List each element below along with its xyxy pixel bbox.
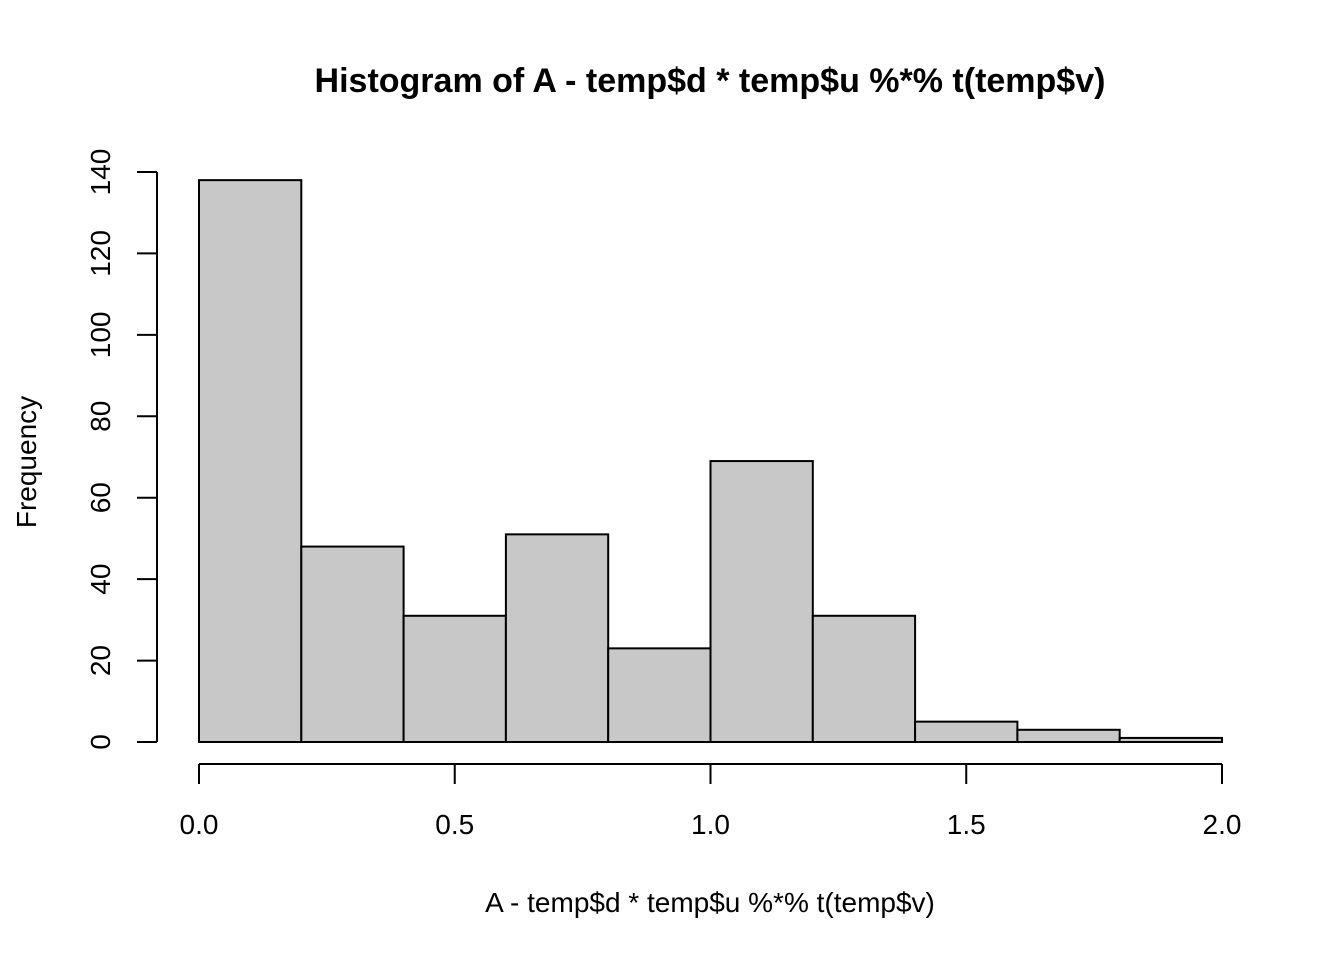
y-tick-label: 20 xyxy=(85,645,116,676)
y-axis-label: Frequency xyxy=(11,396,42,528)
x-axis: 0.0 0.5 1.0 1.5 2.0 xyxy=(180,763,1242,840)
histogram-bar-7 xyxy=(811,614,917,743)
y-tick-label: 120 xyxy=(85,230,116,277)
y-tick-label: 0 xyxy=(85,734,116,750)
histogram-bar-1 xyxy=(198,179,303,743)
y-tick-label: 140 xyxy=(85,149,116,196)
y-tick-label: 60 xyxy=(85,482,116,513)
y-tick-label: 100 xyxy=(85,311,116,358)
y-axis: 0 20 40 60 80 100 120 140 xyxy=(85,149,158,750)
y-tick-label: 80 xyxy=(85,401,116,432)
y-tick-label: 40 xyxy=(85,564,116,595)
x-tick-label: 1.0 xyxy=(691,809,730,840)
bars-group xyxy=(198,179,1223,744)
chart-title: Histogram of A - temp$d * temp$u %*% t(t… xyxy=(315,62,1106,100)
histogram-bar-8 xyxy=(914,720,1019,744)
histogram-bar-6 xyxy=(709,460,814,743)
histogram-bar-5 xyxy=(607,647,712,743)
histogram-bar-2 xyxy=(300,545,405,743)
histogram-bar-10 xyxy=(1118,736,1223,744)
x-tick-label: 0.0 xyxy=(180,809,219,840)
x-axis-label: A - temp$d * temp$u %*% t(temp$v) xyxy=(485,887,935,918)
histogram-bar-9 xyxy=(1016,728,1121,743)
x-tick-label: 1.5 xyxy=(947,809,986,840)
x-tick-label: 0.5 xyxy=(435,809,474,840)
histogram-bar-3 xyxy=(402,614,507,743)
histogram-bar-4 xyxy=(504,533,610,743)
x-tick-label: 2.0 xyxy=(1203,809,1242,840)
